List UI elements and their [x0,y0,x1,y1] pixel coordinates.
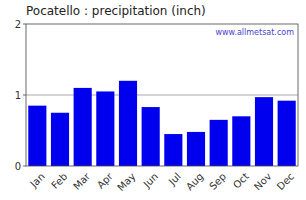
bar [28,106,46,166]
plot-marks [26,81,298,166]
x-tick-label: Sep [207,171,228,192]
bar [74,88,92,166]
x-tick-label: Feb [49,171,69,191]
y-tick-label: 1 [15,90,21,101]
bar [119,81,137,166]
x-tick-label: Nov [252,171,274,193]
chart: Pocatello : precipitation (inch) 0 1 2 JanFe… [0,0,306,200]
watermark: www.allmetsat.com [216,28,295,37]
x-tick-label: May [115,171,137,193]
bar [142,107,160,166]
bar [187,132,205,166]
title: Pocatello : precipitation (inch) [26,4,206,18]
bar [164,134,182,166]
plot-frame [26,24,298,166]
y-tick-label: 0 [15,161,21,172]
bar [255,97,273,166]
bar [51,113,69,166]
x-tick-label: Aug [184,171,206,193]
x-tick-label: Mar [71,170,93,192]
x-tick-label: Oct [231,171,251,191]
bar [210,120,228,166]
bar [232,116,250,166]
x-tick-label: Dec [275,171,296,192]
y-tick [23,166,26,167]
y-tick [23,95,26,96]
x-tick-label: Apr [95,170,116,191]
bar [278,101,296,166]
reference-line [26,95,298,96]
plot-area [26,24,298,166]
x-tick-label: Jul [166,171,183,188]
chart-container: Pocatello : precipitation (inch) 0 1 2 JanFe… [0,0,306,200]
y-tick-label: 2 [15,19,21,30]
y-tick [23,24,26,25]
x-tick-label: Jan [27,171,46,190]
bar [96,91,114,166]
x-tick-label: Jun [141,171,161,191]
